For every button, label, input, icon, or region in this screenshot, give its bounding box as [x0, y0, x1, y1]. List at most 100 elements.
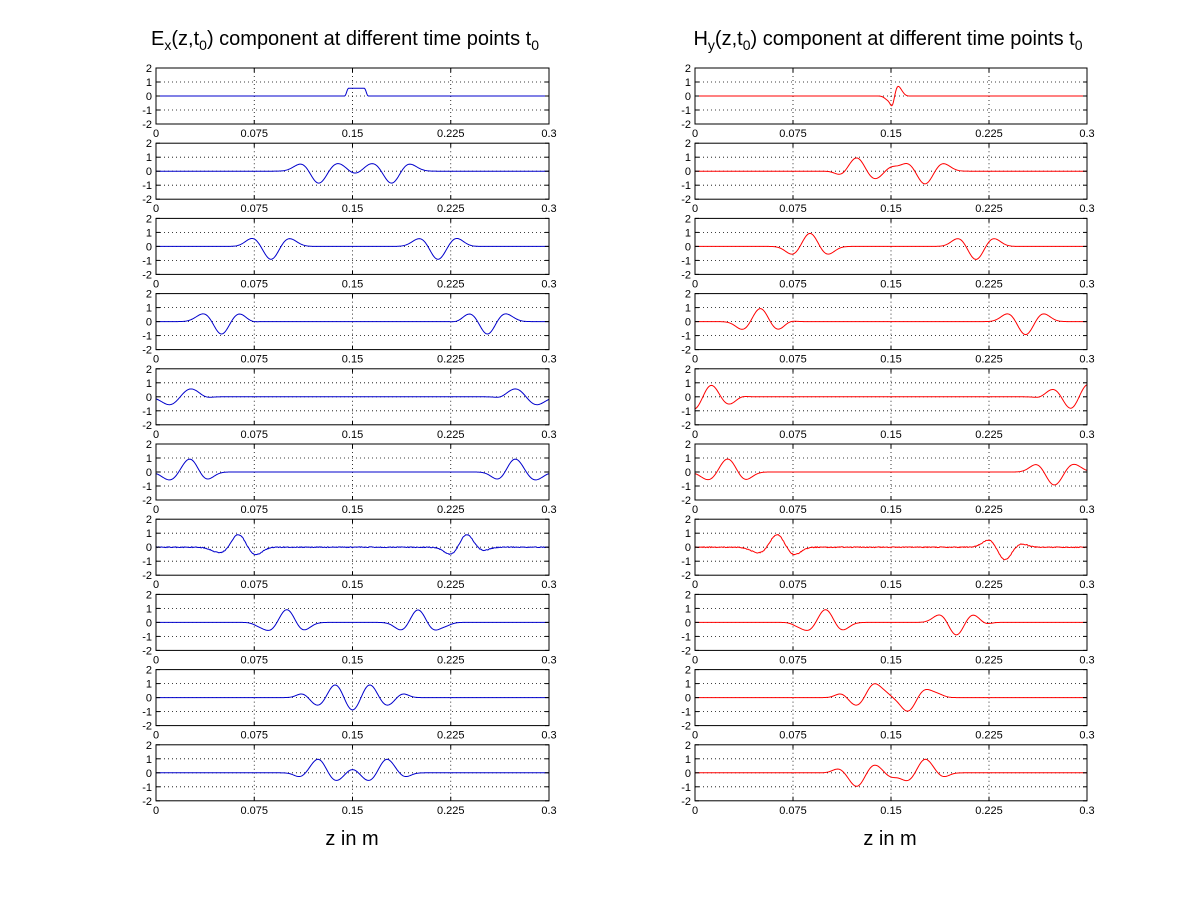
x-tick-label: 0.15 — [880, 805, 901, 817]
y-tick-label: 0 — [146, 166, 152, 178]
x-tick-label: 0.075 — [779, 805, 807, 817]
y-tick-label: 1 — [146, 603, 152, 615]
x-tick-label: 0.075 — [240, 203, 268, 215]
x-tick-label: 0.075 — [240, 504, 268, 516]
x-tick-label: 0.3 — [541, 504, 556, 516]
x-tick-label: 0.15 — [880, 730, 901, 742]
x-tick-label: 0 — [153, 805, 159, 817]
y-tick-label: -2 — [681, 495, 691, 507]
y-tick-label: 2 — [685, 740, 691, 752]
y-tick-label: 2 — [146, 589, 152, 601]
y-tick-label: 1 — [685, 754, 691, 766]
x-tick-label: 0.225 — [437, 805, 465, 817]
y-tick-label: 1 — [146, 679, 152, 691]
x-tick-label: 0.15 — [342, 504, 363, 516]
y-tick-label: 0 — [146, 467, 152, 479]
x-tick-label: 0.225 — [975, 203, 1003, 215]
x-tick-label: 0.075 — [240, 429, 268, 441]
y-tick-label: 2 — [146, 439, 152, 451]
x-tick-label: 0.225 — [437, 278, 465, 290]
right-series-line-5 — [694, 384, 1088, 410]
x-tick-label: 0.225 — [975, 504, 1003, 516]
y-tick-label: 0 — [146, 392, 152, 404]
y-tick-label: -2 — [681, 645, 691, 657]
x-tick-label: 0.15 — [880, 278, 901, 290]
y-tick-label: 2 — [685, 138, 691, 150]
y-tick-label: 1 — [685, 77, 691, 89]
x-tick-label: 0.075 — [779, 579, 807, 591]
right-series-line-3 — [695, 232, 1087, 260]
y-tick-label: -2 — [142, 570, 152, 582]
left-series-line-7 — [155, 534, 550, 556]
y-tick-label: 0 — [146, 91, 152, 103]
y-tick-label: 1 — [685, 528, 691, 540]
y-tick-label: 1 — [146, 77, 152, 89]
y-tick-label: -2 — [142, 796, 152, 808]
x-tick-label: 0 — [692, 504, 698, 516]
y-tick-label: 0 — [685, 467, 691, 479]
y-tick-label: 1 — [146, 453, 152, 465]
y-tick-label: 2 — [685, 364, 691, 376]
y-tick-label: -2 — [681, 269, 691, 281]
y-tick-label: 2 — [146, 289, 152, 301]
x-tick-label: 0.225 — [437, 730, 465, 742]
x-tick-label: 0.15 — [880, 654, 901, 666]
y-tick-label: -2 — [681, 420, 691, 432]
x-tick-label: 0.15 — [342, 278, 363, 290]
y-tick-label: 0 — [146, 317, 152, 329]
y-tick-label: -1 — [681, 631, 691, 643]
y-tick-label: -1 — [142, 331, 152, 343]
left-series-line-6 — [155, 458, 550, 481]
y-tick-label: 0 — [146, 768, 152, 780]
y-tick-label: 1 — [146, 378, 152, 390]
y-tick-label: -1 — [142, 556, 152, 568]
y-tick-label: 1 — [685, 679, 691, 691]
y-tick-label: -2 — [142, 645, 152, 657]
x-tick-label: 0 — [153, 654, 159, 666]
right-series-line-7 — [694, 533, 1088, 561]
y-tick-label: -1 — [142, 180, 152, 192]
x-tick-label: 0.225 — [437, 354, 465, 366]
right-series-line-9 — [695, 683, 1087, 712]
y-tick-label: -1 — [681, 406, 691, 418]
x-tick-label: 0.075 — [779, 203, 807, 215]
x-tick-label: 0.225 — [975, 579, 1003, 591]
left-series-line-4 — [156, 313, 549, 335]
y-tick-label: -1 — [142, 631, 152, 643]
x-tick-label: 0 — [692, 128, 698, 140]
y-tick-label: 0 — [146, 693, 152, 705]
left-x-axis-label: z in m — [325, 828, 379, 850]
x-tick-label: 0 — [692, 354, 698, 366]
x-tick-label: 0.075 — [240, 278, 268, 290]
x-tick-label: 0.15 — [342, 354, 363, 366]
y-tick-label: -1 — [681, 105, 691, 117]
x-tick-label: 0.225 — [975, 278, 1003, 290]
left-series-line-9 — [156, 684, 549, 711]
x-tick-label: 0.15 — [342, 654, 363, 666]
x-tick-label: 0 — [153, 278, 159, 290]
x-tick-label: 0 — [692, 730, 698, 742]
y-tick-label: -2 — [681, 721, 691, 733]
y-tick-label: -2 — [681, 345, 691, 357]
x-tick-label: 0.3 — [541, 278, 556, 290]
x-tick-label: 0.075 — [240, 354, 268, 366]
y-tick-label: 2 — [685, 63, 691, 75]
x-tick-label: 0.15 — [342, 128, 363, 140]
y-tick-label: 0 — [685, 392, 691, 404]
y-tick-label: 1 — [146, 528, 152, 540]
x-tick-label: 0.15 — [880, 128, 901, 140]
y-tick-label: -2 — [142, 420, 152, 432]
x-tick-label: 0.075 — [240, 654, 268, 666]
left-column-title: Ex(z,t0) component at different time poi… — [151, 28, 539, 53]
x-tick-label: 0.075 — [779, 730, 807, 742]
left-series-line-8 — [156, 609, 549, 631]
